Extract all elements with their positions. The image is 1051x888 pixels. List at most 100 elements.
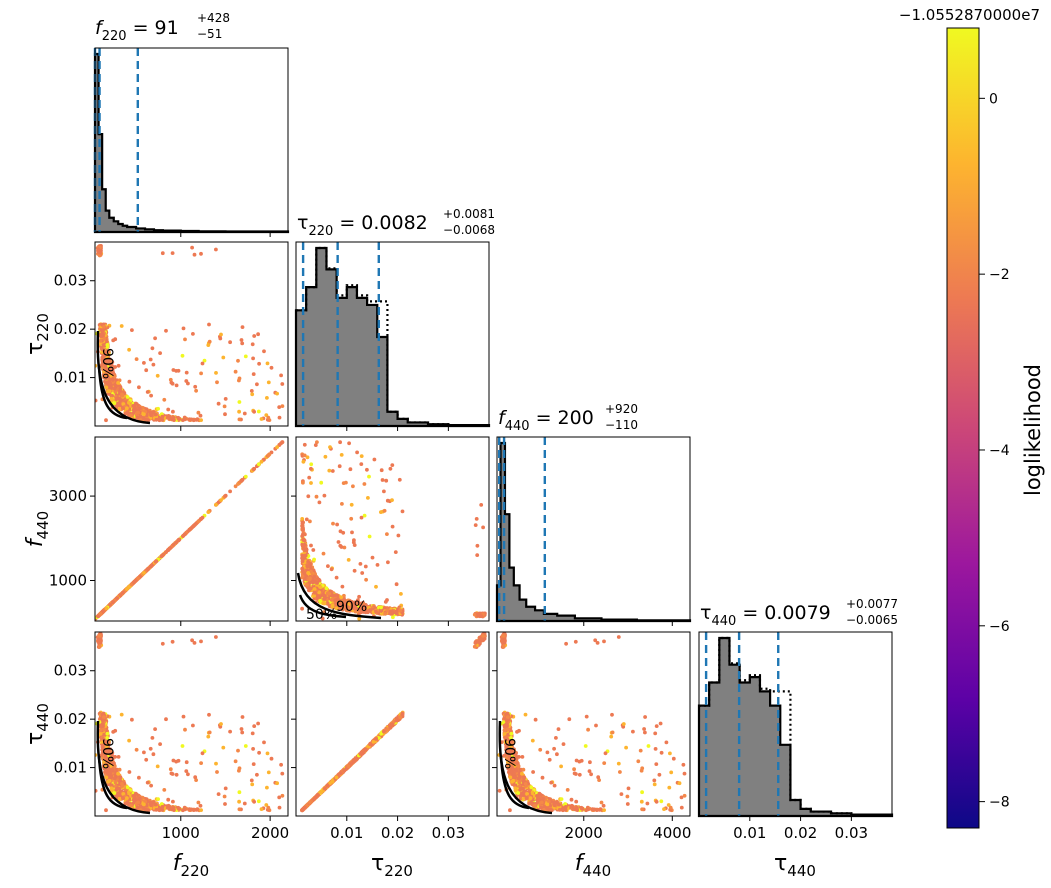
scatter-point	[252, 724, 257, 728]
scatter-point	[107, 389, 112, 393]
scatter-point	[117, 796, 122, 801]
scatter-point	[112, 374, 117, 379]
scatter-point	[346, 558, 351, 562]
contour-90	[296, 572, 382, 620]
scatter-point	[117, 767, 122, 772]
scatter-point	[112, 386, 117, 391]
scatter-point	[277, 405, 282, 409]
scatter-point	[222, 794, 227, 799]
scatter-point	[111, 338, 116, 343]
scatter-point	[375, 563, 380, 567]
scatter-point	[363, 610, 368, 615]
scatter-point	[100, 357, 105, 362]
scatter-point	[308, 576, 312, 581]
scatter-point	[350, 600, 354, 604]
scatter-point	[256, 332, 260, 337]
scatter-point	[104, 606, 109, 611]
scatter-point	[128, 403, 133, 408]
scatter-point	[171, 415, 176, 420]
scatter-point	[129, 413, 134, 418]
scatter-point	[142, 750, 146, 755]
scatter-point	[399, 592, 403, 596]
scatter-point	[104, 757, 109, 762]
y-tick-label: 0.01	[54, 369, 87, 387]
scatter-point	[264, 413, 269, 417]
scatter-point	[307, 588, 311, 593]
hist-panel-f_440	[495, 436, 692, 626]
scatter-point	[115, 596, 120, 600]
scatter-point	[237, 768, 241, 773]
scatter-point	[144, 413, 149, 418]
scatter-point	[99, 724, 104, 729]
scatter-point	[219, 722, 223, 726]
scatter-point	[266, 805, 271, 810]
scatter-point	[359, 610, 363, 615]
scatter-point	[340, 502, 344, 506]
scatter-point	[257, 361, 261, 366]
scatter-point	[109, 786, 114, 791]
scatter-point	[359, 515, 364, 520]
scatter-point	[266, 770, 271, 775]
scatter-point	[367, 474, 371, 479]
scatter-point	[166, 414, 171, 418]
scatter-point	[323, 596, 327, 600]
scatter-point	[196, 519, 201, 524]
scatter-point	[135, 415, 140, 420]
scatter-point	[101, 737, 105, 741]
scatter-point	[156, 406, 161, 411]
scatter-point	[302, 442, 307, 447]
scatter-point	[301, 480, 305, 485]
scatter-point	[280, 793, 285, 798]
contour-90	[96, 330, 151, 425]
scatter-point	[309, 466, 313, 471]
scatter-point	[337, 464, 342, 469]
scatter-point	[379, 605, 383, 610]
scatter-point	[116, 381, 120, 385]
scatter-point	[262, 740, 266, 745]
scatter-point	[355, 450, 359, 455]
scatter-point	[243, 354, 248, 359]
y-tick-label: 3000	[49, 487, 87, 505]
panel-frame	[94, 436, 289, 622]
scatter-point	[101, 718, 105, 723]
scatter-point	[240, 715, 245, 719]
scatter-point	[127, 347, 131, 352]
scatter-point	[154, 808, 159, 812]
panel-frame	[295, 241, 490, 427]
scatter-point	[250, 731, 255, 736]
scatter-point	[322, 493, 327, 498]
scatter-point	[277, 805, 282, 810]
scatter-point	[206, 343, 211, 347]
scatter-point	[128, 794, 133, 798]
scatter-point	[379, 468, 384, 473]
scatter-point	[176, 805, 181, 810]
scatter-point	[304, 574, 309, 578]
scatter-point	[170, 639, 175, 644]
scatter-point	[207, 322, 211, 327]
scatter-point	[98, 731, 103, 736]
scatter-point	[223, 397, 228, 401]
scatter-point	[302, 542, 307, 547]
scatter-point	[256, 409, 261, 414]
scatter-point	[233, 759, 238, 764]
scatter-point	[479, 614, 484, 618]
scatter-point	[95, 398, 98, 403]
scatter-point	[196, 410, 201, 415]
scatter-point	[339, 453, 344, 457]
scatter-point	[111, 377, 115, 382]
scatter-point	[184, 760, 189, 765]
scatter-point	[304, 547, 309, 552]
scatter-point	[149, 413, 153, 418]
scatter-point	[237, 378, 241, 383]
scatter-point	[102, 324, 106, 329]
scatter-point	[366, 496, 370, 500]
scatter-point	[302, 538, 307, 543]
scatter-point	[118, 386, 123, 391]
scatter-point	[240, 341, 245, 346]
scatter-point	[378, 608, 383, 613]
scatter-point	[102, 732, 107, 737]
scatter-point	[111, 761, 115, 766]
scatter-point	[137, 775, 141, 780]
scatter-point	[280, 404, 285, 408]
scatter-point	[130, 717, 134, 722]
